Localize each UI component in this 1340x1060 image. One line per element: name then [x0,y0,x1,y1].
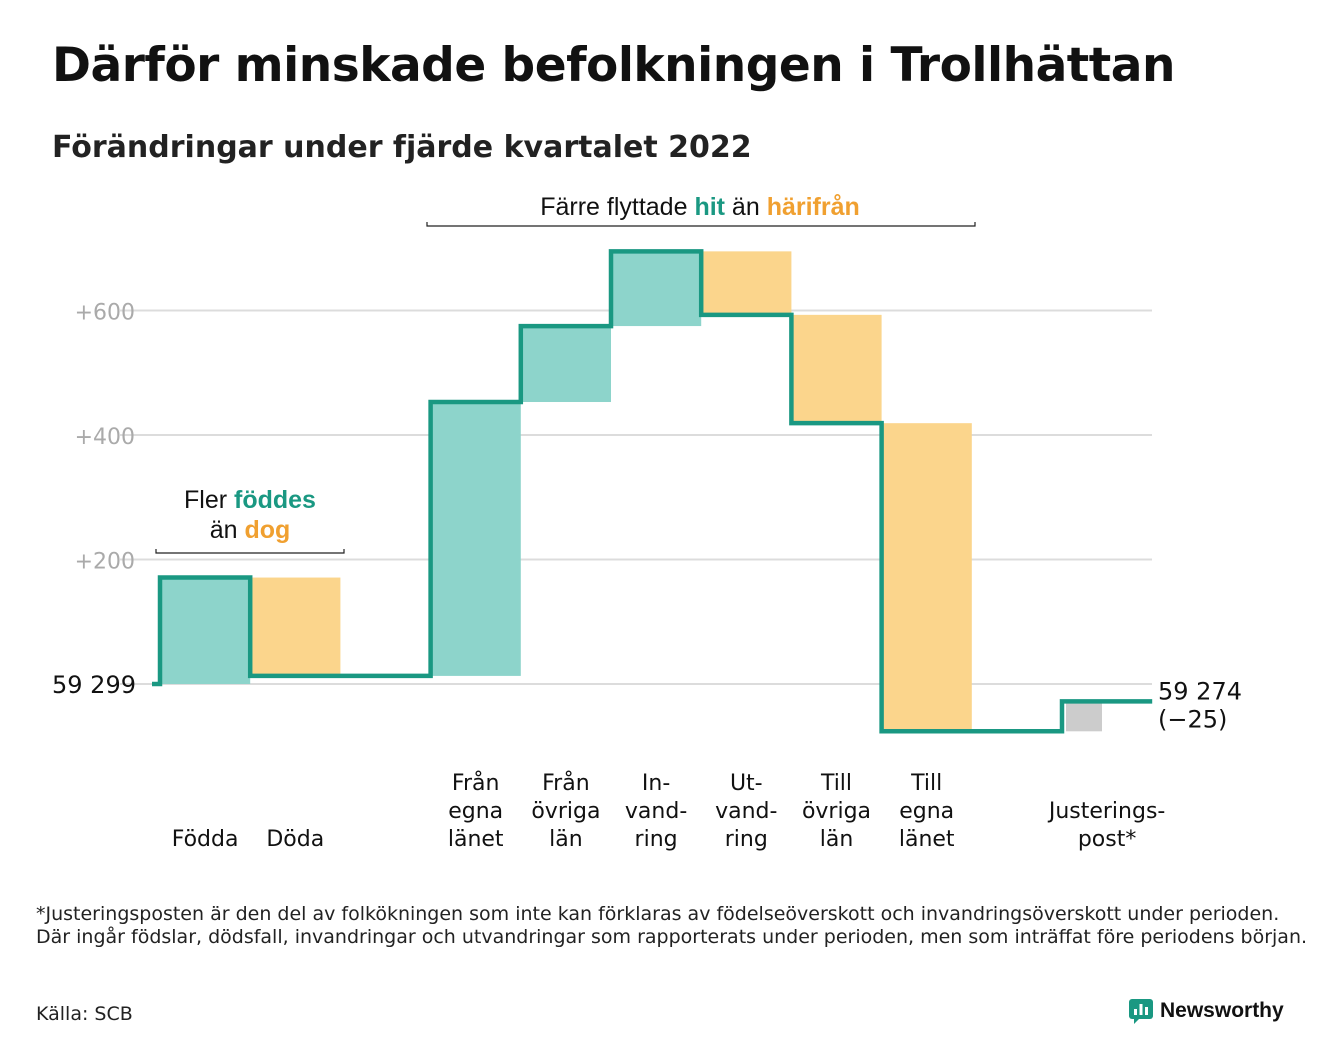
annotation-text: än dog [210,516,291,544]
category-label: In-vand-ring [625,771,687,852]
category-label: Justerings-post* [1047,799,1166,852]
brand-logo: Newsworthy [1128,998,1284,1024]
annotation-text: Färre flyttade hit än härifrån [540,193,860,221]
chart-title: Därför minskade befolkningen i Trollhätt… [52,38,1175,93]
waterfall-bar [1066,701,1102,732]
category-label: Från övriga län [531,770,600,852]
waterfall-chart: +200 +400 +600 59 299 59 274(−25) Födda Döda Fr… [52,193,1242,852]
annotation-bracket [155,549,345,554]
waterfall-bar [520,326,611,403]
category-label: Från egna länet [448,770,504,852]
y-tick-label: +200 [75,550,135,575]
bar-chart-bubble-icon [1129,999,1153,1024]
y-tick-label: +400 [75,425,135,450]
y-tick-label: +600 [75,301,135,326]
end-value-label: 59 274 [1158,677,1242,705]
end-change-label: (−25) [1158,705,1227,733]
waterfall-bar [160,577,251,684]
waterfall-bar [250,577,341,676]
cumulative-step-line [152,249,1153,734]
start-value-label: 59 299 [52,671,136,699]
brand-name: Newsworthy [1160,999,1284,1022]
chart-subtitle: Förändringar under fjärde kvartalet 2022 [52,130,752,165]
category-label: Till egna länet [899,771,955,852]
waterfall-bar [791,314,882,424]
footnote: *Justeringsposten är den del av folkökni… [36,903,1308,948]
waterfall-bar [701,251,792,315]
source-credit: Källa: SCB [36,1003,133,1025]
category-label: Till övriga län [802,771,871,852]
category-label: Födda [172,827,239,852]
category-label: Döda [266,827,324,852]
annotation-text: Fler föddes [184,486,316,514]
category-label: Ut-vand-ring [715,771,777,852]
annotation-bracket [426,222,976,227]
waterfall-bar [611,251,702,327]
waterfall-bar [881,423,972,732]
waterfall-bar [430,402,521,676]
